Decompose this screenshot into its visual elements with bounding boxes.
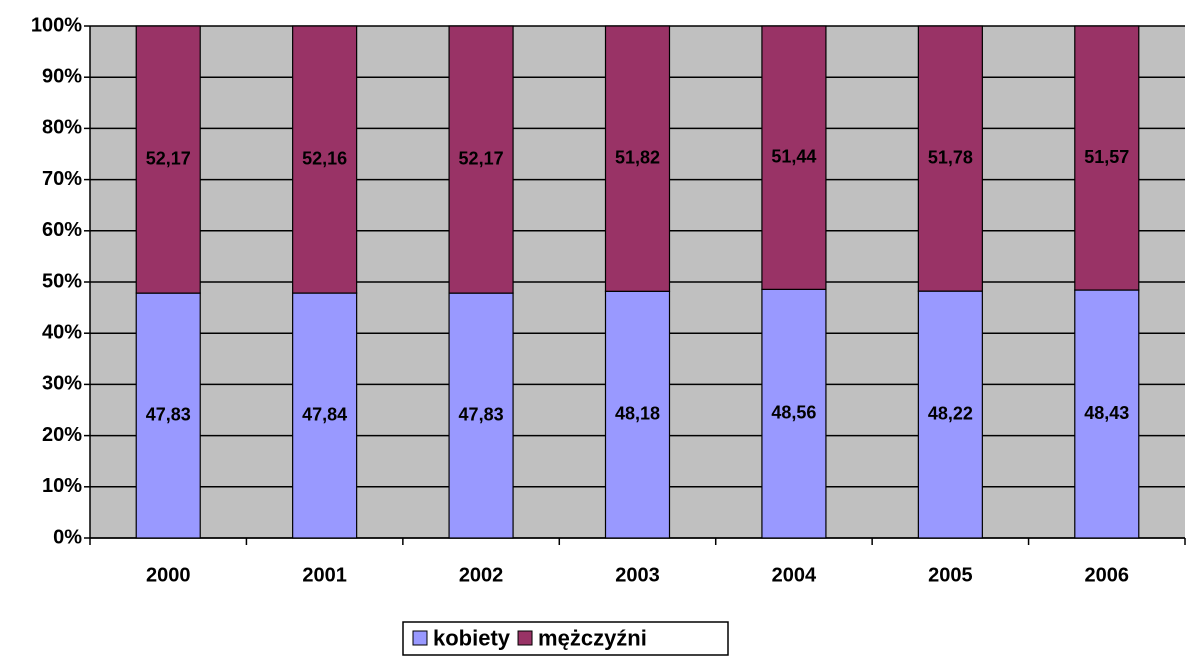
x-tick-label: 2006 [1085,564,1130,586]
value-label: 51,57 [1084,147,1129,167]
y-tick-label: 10% [42,475,82,497]
legend-box [402,621,729,656]
bar-segment [761,288,827,539]
value-label: 52,17 [146,148,191,168]
value-label: 48,43 [1084,403,1129,423]
y-tick-label: 20% [42,424,82,446]
bar-segment [917,290,983,539]
x-tick-label: 2003 [615,564,660,586]
y-tick-label: 50% [42,270,82,292]
value-label: 52,16 [302,148,347,168]
value-label: 47,84 [302,404,347,424]
y-tick-label: 40% [42,321,82,343]
x-tick-label: 2000 [146,564,191,586]
x-tick-label: 2002 [459,564,504,586]
value-label: 47,83 [459,404,504,424]
bar-segment [448,25,514,294]
y-tick-label: 80% [42,117,82,139]
bar-segment [917,25,983,292]
y-tick-label: 90% [42,65,82,87]
value-label: 51,44 [771,146,816,166]
y-tick-label: 100% [31,14,82,36]
value-label: 52,17 [459,148,504,168]
x-tick-label: 2005 [928,564,973,586]
bar-segment [1074,289,1140,539]
value-label: 48,56 [771,402,816,422]
bar-segment [604,25,671,292]
bar-segment [604,290,671,539]
legend-label: mężczyźni [538,625,647,650]
bar-segment [1074,25,1140,291]
value-label: 51,82 [615,147,660,167]
y-tick-label: 70% [42,168,82,190]
value-label: 47,83 [146,404,191,424]
legend-swatch [517,630,533,646]
bar-segment [292,292,358,539]
legend-swatch [412,630,428,646]
value-label: 48,22 [928,403,973,423]
value-label: 51,78 [928,147,973,167]
x-tick-label: 2001 [302,564,347,586]
value-label: 48,18 [615,403,660,423]
x-tick-label: 2004 [772,564,817,586]
bar-segment [761,25,827,290]
y-tick-label: 0% [53,526,82,548]
bar-segment [292,25,358,294]
y-tick-label: 30% [42,373,82,395]
y-tick-label: 60% [42,219,82,241]
bar-segment [135,25,201,294]
legend-label: kobiety [433,625,511,650]
